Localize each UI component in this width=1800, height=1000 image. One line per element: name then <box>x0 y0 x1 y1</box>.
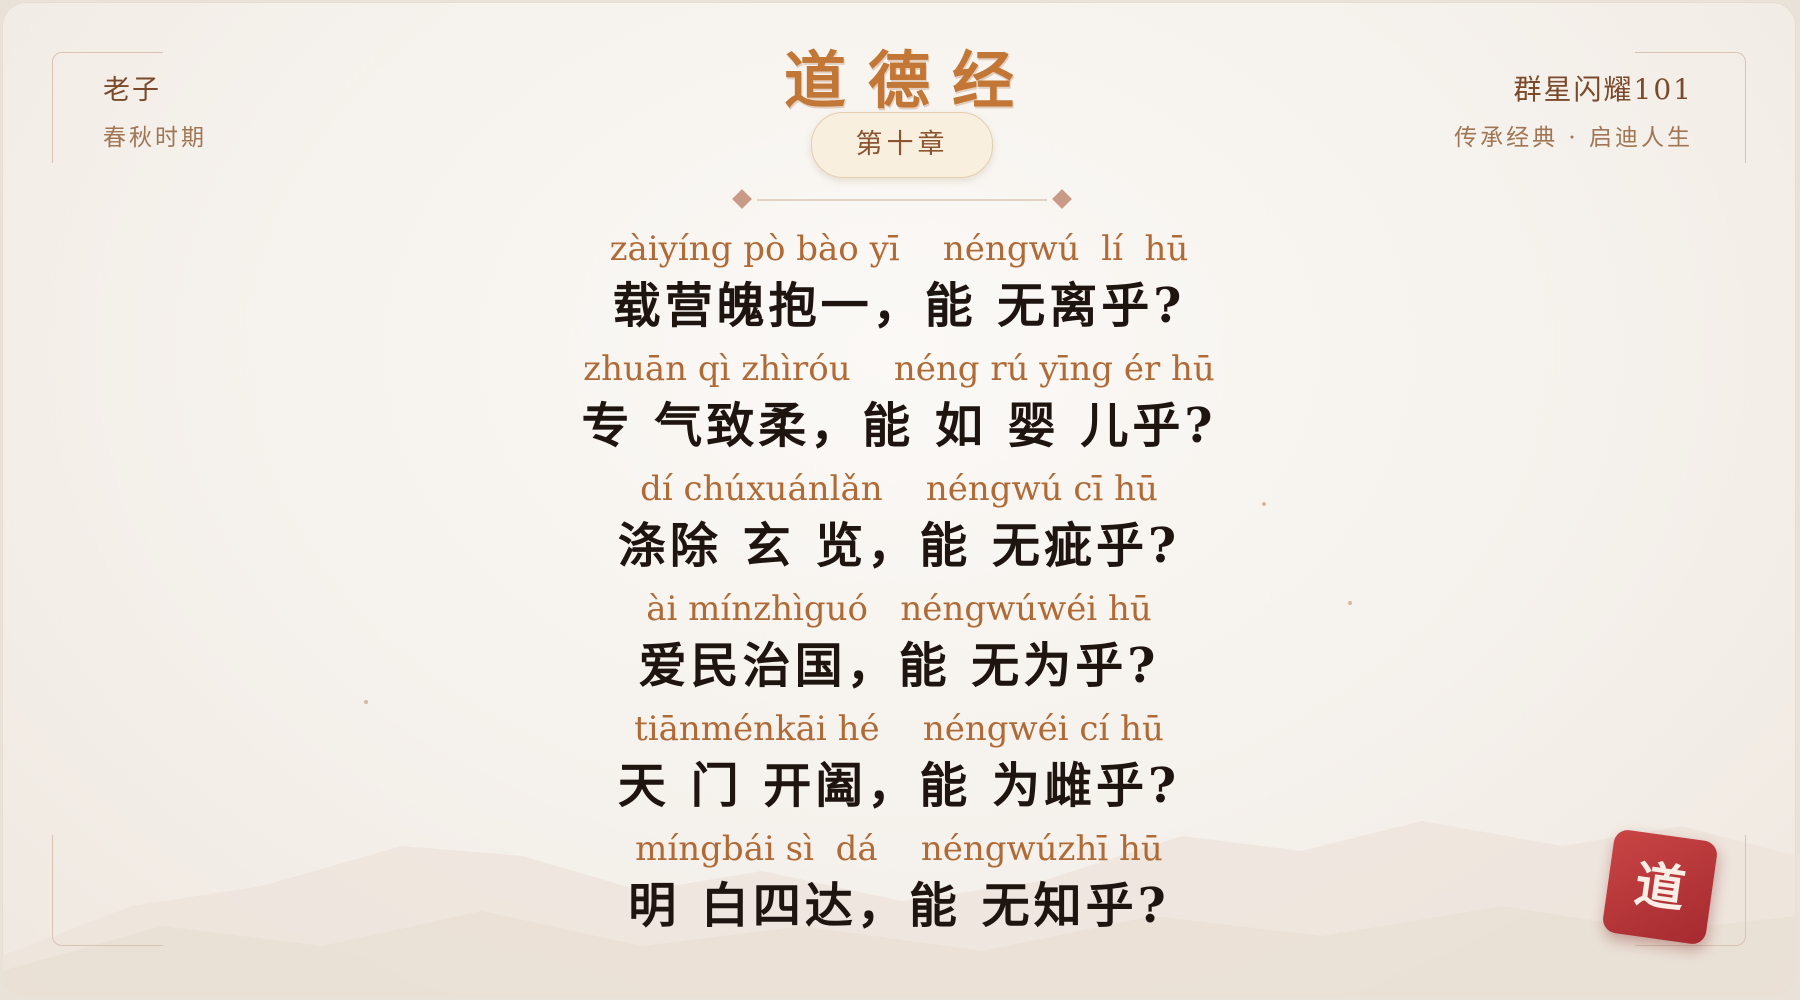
verse-pinyin: míngbái sì dá néngwúzhī hū <box>635 829 1163 869</box>
brand-slogan: 传承经典 · 启迪人生 <box>1454 125 1693 151</box>
decorative-dot <box>1348 601 1352 605</box>
corner-frame-top-left <box>52 52 163 163</box>
corner-frame-bottom-right <box>1635 835 1746 946</box>
ornament-divider <box>732 189 1072 209</box>
verse-list: zàiyíng pò bào yī néngwú lí hū 载营魄抱一，能 无… <box>2 224 1796 944</box>
decorative-dot <box>1262 502 1266 506</box>
verse-text: 专 气致柔，能 如 婴 儿乎? <box>581 398 1217 454</box>
brand-name: 群星闪耀101 <box>1513 73 1693 106</box>
era-label: 春秋时期 <box>103 125 207 151</box>
verse-pinyin: zàiyíng pò bào yī néngwú lí hū <box>609 229 1189 269</box>
verse-text: 明 白四达，能 无知乎? <box>628 878 1170 934</box>
verse-line: zhuān qì zhìróu néng rú yīng ér hū 专 气致柔… <box>2 344 1796 464</box>
verse-text: 爱民治国，能 无为乎? <box>638 638 1160 694</box>
verse-line: zàiyíng pò bào yī néngwú lí hū 载营魄抱一，能 无… <box>2 224 1796 344</box>
verse-line: dí chúxuánlǎn néngwú cī hū 涤除 玄 览，能 无疵乎? <box>2 464 1796 584</box>
verse-pinyin: tiānménkāi hé néngwéi cí hū <box>634 709 1164 749</box>
dao-seal-icon: 道 <box>1601 828 1719 946</box>
verse-line: ài mínzhìguó néngwúwéi hū 爱民治国，能 无为乎? <box>2 584 1796 704</box>
verse-text: 载营魄抱一，能 无离乎? <box>612 278 1186 334</box>
author-name: 老子 <box>103 75 161 106</box>
verse-line: tiānménkāi hé néngwéi cí hū 天 门 开阖，能 为雌乎… <box>2 704 1796 824</box>
book-title: 道德经 <box>783 44 1036 117</box>
mountain-background <box>2 821 1796 996</box>
verse-text: 天 门 开阖，能 为雌乎? <box>617 758 1181 814</box>
chapter-badge: 第十章 <box>811 112 993 178</box>
verse-line: míngbái sì dá néngwúzhī hū 明 白四达，能 无知乎? <box>2 824 1796 944</box>
decorative-dot <box>364 700 368 704</box>
verse-pinyin: zhuān qì zhìróu néng rú yīng ér hū <box>583 349 1215 389</box>
corner-frame-bottom-left <box>52 835 163 946</box>
verse-text: 涤除 玄 览，能 无疵乎? <box>617 518 1181 574</box>
corner-frame-top-right <box>1635 52 1746 163</box>
verse-pinyin: ài mínzhìguó néngwúwéi hū <box>646 589 1152 629</box>
verse-pinyin: dí chúxuánlǎn néngwú cī hū <box>640 469 1158 509</box>
